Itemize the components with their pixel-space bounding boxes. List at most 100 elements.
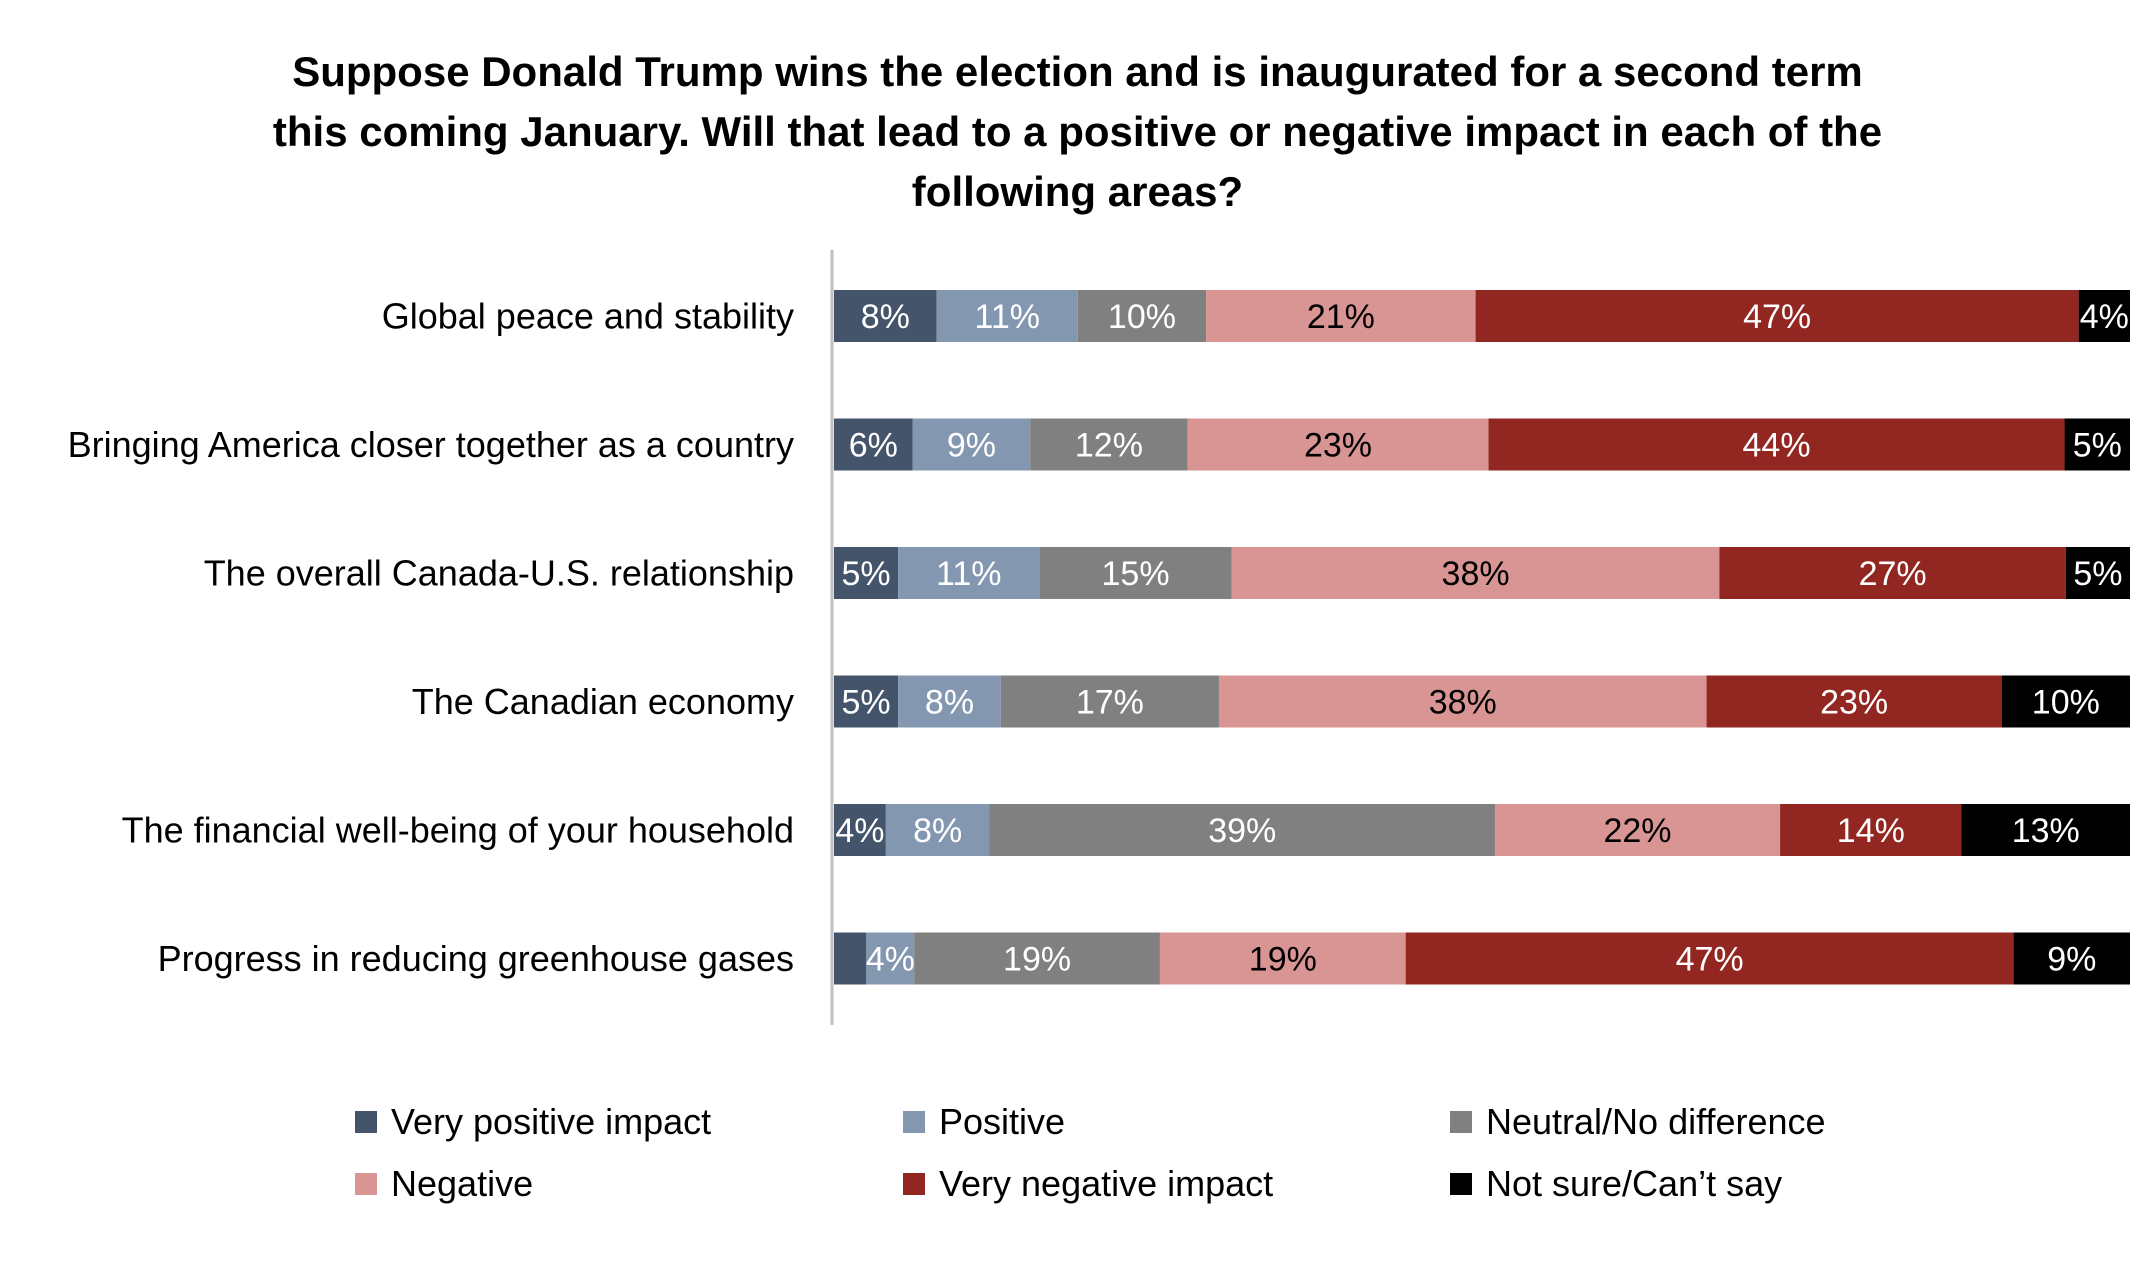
data-label: 10% [1108, 298, 1176, 336]
bar-segment [1494, 804, 1781, 856]
bar-segment [2078, 290, 2130, 342]
bar-segment [1231, 547, 1720, 599]
data-label: 5% [2073, 555, 2122, 593]
chart-title: Suppose Donald Trump wins the election a… [0, 42, 2155, 222]
data-label: 44% [1743, 427, 1811, 465]
bar-segment [2013, 932, 2130, 985]
data-label: 8% [925, 684, 974, 722]
category-label: The financial well-being of your househo… [122, 810, 794, 851]
bar-segment [834, 418, 913, 471]
bar-segment [1030, 418, 1188, 471]
data-label: 38% [1442, 555, 1510, 593]
data-label: 15% [1102, 555, 1170, 593]
data-label: 19% [1003, 941, 1071, 979]
bar-segment [936, 290, 1078, 342]
bar-segment [1405, 932, 2014, 985]
data-label: 13% [2012, 812, 2080, 850]
category-label: Global peace and stability [382, 296, 794, 337]
bar-segment [866, 932, 915, 985]
bar-segment [1159, 932, 1406, 985]
data-label: 12% [1075, 427, 1143, 465]
data-label: 21% [1307, 298, 1375, 336]
legend-swatch [903, 1173, 925, 1195]
data-label: 11% [974, 298, 1040, 336]
data-label: 47% [1676, 941, 1744, 979]
data-label: 5% [2073, 427, 2122, 465]
data-label: 8% [913, 812, 962, 850]
data-label: 22% [1603, 812, 1671, 850]
category-label: The overall Canada-U.S. relationship [204, 553, 794, 594]
legend-swatch [903, 1111, 925, 1133]
data-label: 23% [1820, 684, 1888, 722]
chart-title-line-2: this coming January. Will that lead to a… [272, 108, 1883, 155]
data-label: 11% [936, 555, 1002, 593]
data-label: 4% [866, 941, 915, 979]
bar-segment [834, 804, 886, 856]
legend-label: Positive [939, 1101, 1066, 1142]
bar-segment [1780, 804, 1962, 856]
data-label: 23% [1304, 427, 1372, 465]
chart-title-line-3: following areas? [911, 168, 1244, 215]
bar-segment [1218, 675, 1707, 728]
data-label: 38% [1429, 684, 1497, 722]
bar-segment [1475, 290, 2079, 342]
bar-segment [2065, 547, 2130, 599]
legend-label: Very positive impact [391, 1101, 712, 1142]
legend-label: Neutral/No difference [1486, 1101, 1826, 1142]
bar-segment [898, 675, 1001, 728]
legend-item: Very negative impact [903, 1162, 1273, 1206]
data-label: 5% [842, 684, 891, 722]
legend-item: Positive [903, 1100, 1065, 1144]
bar-segment [912, 418, 1031, 471]
data-label: 9% [947, 427, 996, 465]
data-label: 8% [861, 298, 910, 336]
bar-segment [898, 547, 1040, 599]
legend-swatch [355, 1111, 377, 1133]
data-label: 4% [2080, 298, 2129, 336]
data-label: 47% [1743, 298, 1811, 336]
bar-segment [1000, 675, 1219, 728]
data-label: 6% [849, 427, 898, 465]
legend-swatch [1450, 1173, 1472, 1195]
legend-label: Very negative impact [939, 1163, 1274, 1204]
bar-segment [834, 290, 937, 342]
legend-label: Negative [391, 1163, 534, 1204]
legend-swatch [355, 1173, 377, 1195]
category-label: Bringing America closer together as a co… [68, 424, 794, 465]
bar-segment [1719, 547, 2066, 599]
chart-title-line-1: Suppose Donald Trump wins the election a… [292, 48, 1863, 95]
legend-swatch [1450, 1111, 1472, 1133]
bar-segment [2064, 418, 2130, 471]
bar-segment [2001, 675, 2130, 728]
data-label: 14% [1837, 812, 1905, 850]
bar-segment [1706, 675, 2002, 728]
bar-segment [1488, 418, 2065, 471]
data-label: 4% [835, 812, 884, 850]
data-label: 17% [1076, 684, 1144, 722]
bar-segment [1039, 547, 1232, 599]
legend-item: Negative [355, 1162, 533, 1206]
bar-segment [1187, 418, 1489, 471]
category-label: Progress in reducing greenhouse gases [158, 938, 794, 979]
legend-item: Very positive impact [355, 1100, 711, 1144]
data-label: 5% [842, 555, 891, 593]
legend-item: Not sure/Can’t say [1450, 1162, 1782, 1206]
bar-segment [914, 932, 1160, 985]
data-label: 27% [1859, 555, 1927, 593]
bar-segment [1077, 290, 1207, 342]
data-label: 19% [1249, 941, 1317, 979]
data-label: 39% [1208, 812, 1276, 850]
data-label: 10% [2032, 684, 2100, 722]
legend-label: Not sure/Can’t say [1486, 1163, 1783, 1204]
bar-segment [989, 804, 1495, 856]
bar-segment [834, 547, 899, 599]
category-label: The Canadian economy [412, 681, 794, 722]
data-label: 9% [2047, 941, 2096, 979]
bar-segment [885, 804, 990, 856]
bar-segment [834, 675, 899, 728]
bar-segment [834, 932, 867, 985]
bar-segment [1961, 804, 2130, 856]
legend-item: Neutral/No difference [1450, 1100, 1826, 1144]
bar-segment [1206, 290, 1476, 342]
